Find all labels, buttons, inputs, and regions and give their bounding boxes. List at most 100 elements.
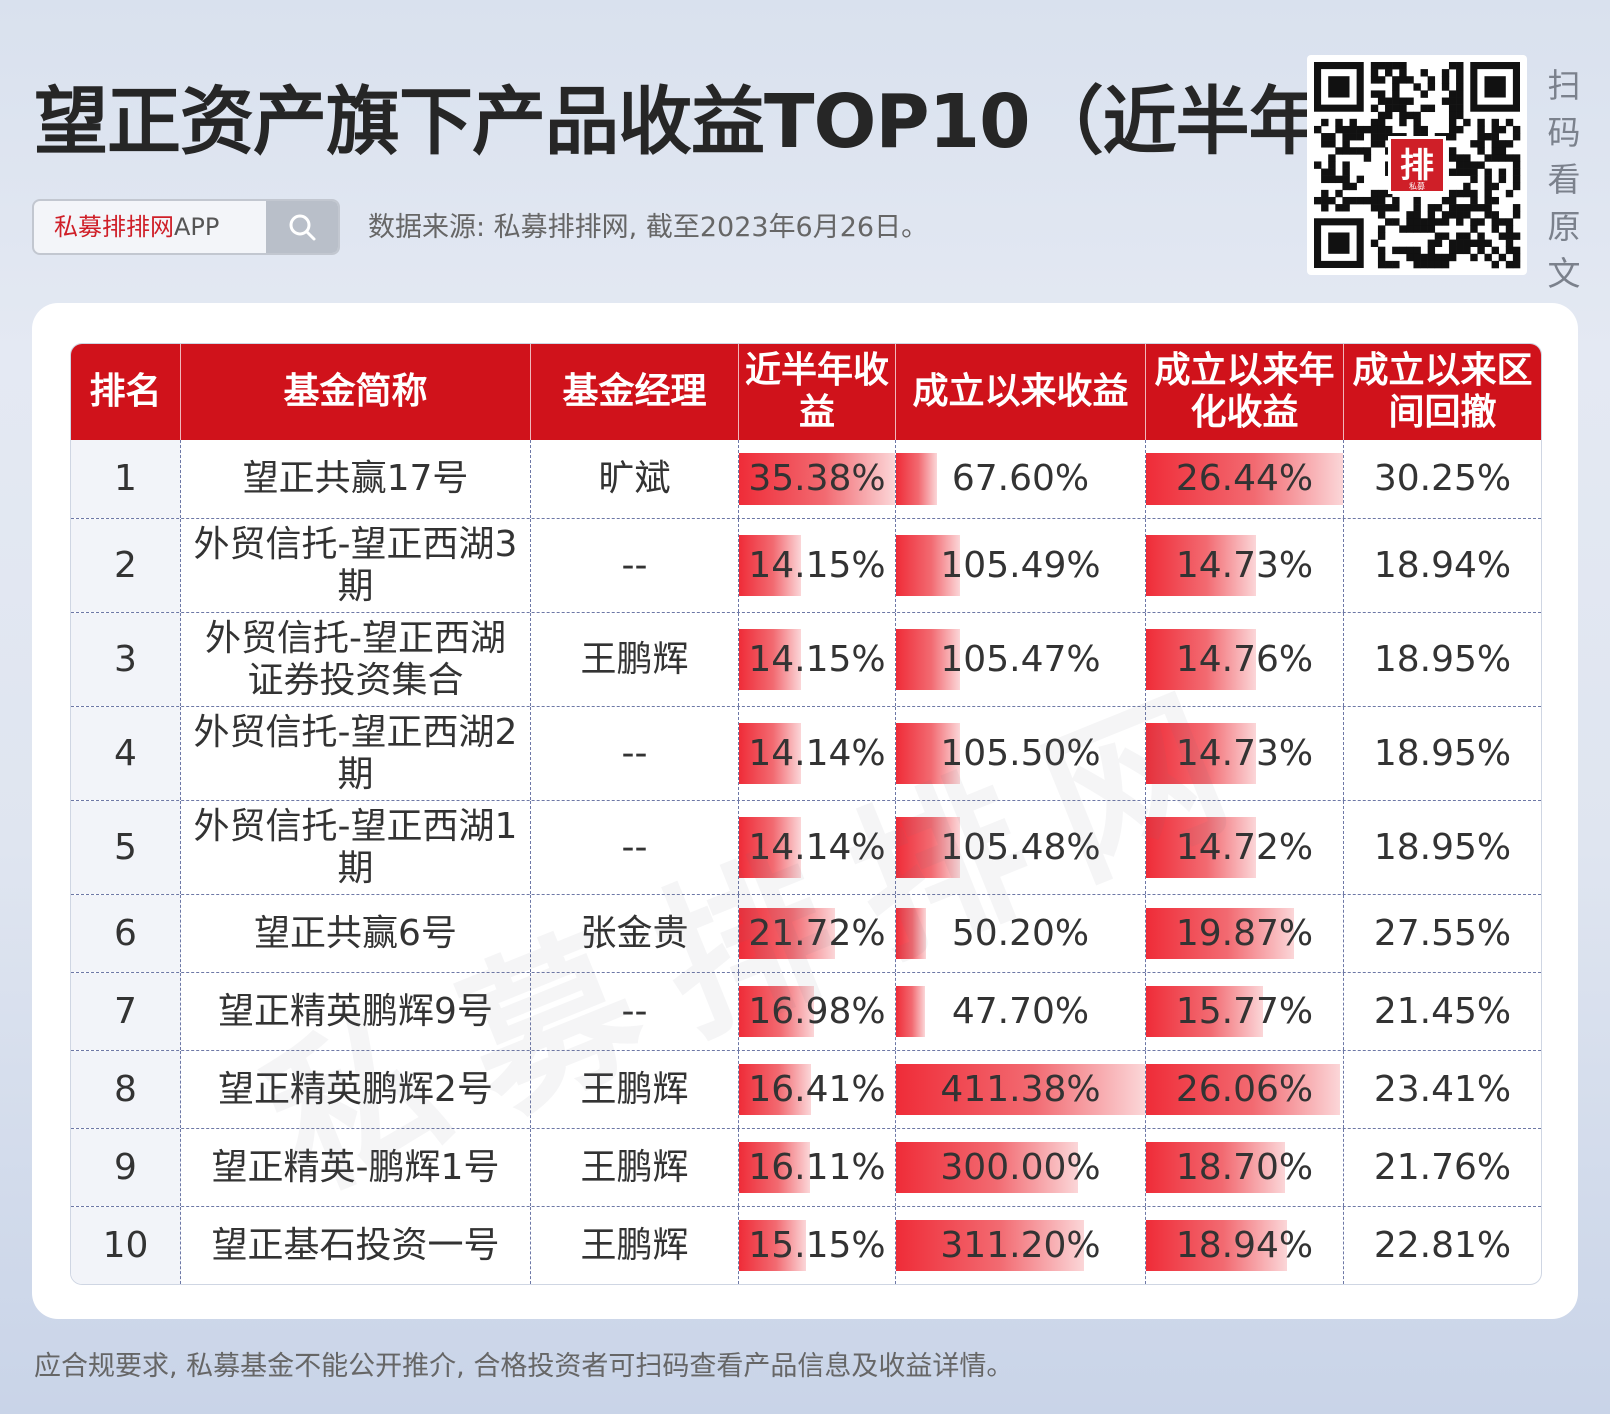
qr-module	[1498, 125, 1507, 134]
qr-module	[1512, 232, 1521, 240]
qr-module	[1377, 253, 1386, 262]
qr-module	[1377, 133, 1386, 141]
half-year-cell-text: 35.38%	[748, 458, 886, 499]
value-bar	[1146, 1220, 1288, 1271]
qr-module	[1491, 125, 1499, 134]
qr-module	[1314, 161, 1322, 169]
fund-name-cell-text: 望正基石投资一号	[211, 1224, 500, 1266]
qr-module	[1377, 62, 1386, 70]
drawdown-cell: 27.55%	[1344, 895, 1541, 972]
table-row: 2 外贸信托-望正西湖3期 -- 14.15% 105.49% 14.73% 18.94%	[71, 518, 1541, 612]
qr-module	[1448, 90, 1457, 98]
qr-module	[1512, 154, 1521, 162]
qr-module	[1399, 118, 1407, 127]
value-bar	[739, 534, 802, 597]
qr-module	[1456, 189, 1464, 198]
qr-module	[1385, 111, 1393, 120]
qr-module	[1370, 90, 1379, 98]
qr-module	[1448, 211, 1457, 219]
rank-cell-text: 8	[114, 1068, 137, 1110]
qr-module	[1505, 246, 1514, 255]
qr-module	[1399, 104, 1407, 113]
qr-module	[1370, 189, 1379, 198]
fund-name-cell: 外贸信托-望正西湖2期	[181, 707, 531, 800]
drawdown-cell-text: 22.81%	[1373, 1224, 1512, 1266]
qr-module	[1456, 62, 1464, 70]
half-year-cell: 16.98%	[739, 973, 896, 1050]
qr-module	[1456, 104, 1464, 113]
qr-module	[1392, 76, 1400, 84]
manager-cell-text: 王鹏辉	[580, 638, 689, 680]
rank-cell-text: 6	[114, 912, 137, 954]
qr-module	[1448, 246, 1457, 255]
qr-module	[1456, 246, 1464, 255]
rank-cell-text: 1	[114, 458, 137, 499]
drawdown-cell-text: 18.95%	[1373, 826, 1512, 868]
qr-module	[1370, 104, 1379, 113]
value-bar	[739, 986, 814, 1037]
half-year-cell: 35.38%	[739, 440, 896, 518]
since-inception-cell: 411.38%	[896, 1051, 1146, 1128]
annualized-cell-text: 14.76%	[1175, 638, 1314, 680]
manager-cell-text: 王鹏辉	[580, 1224, 689, 1266]
qr-module	[1392, 97, 1400, 105]
qr-module	[1370, 196, 1379, 205]
qr-module	[1505, 189, 1514, 198]
qr-caption-char: 文	[1547, 254, 1581, 293]
qr-module	[1399, 97, 1407, 105]
qr-module	[1342, 182, 1350, 191]
qr-module	[1413, 83, 1421, 91]
since-inception-cell: 105.48%	[896, 801, 1146, 894]
value-bar	[739, 816, 802, 879]
qr-module	[1434, 232, 1443, 240]
qr-module	[1321, 140, 1329, 148]
qr-module	[1406, 111, 1414, 120]
qr-module	[1377, 225, 1386, 233]
compliance-note: 应合规要求, 私募基金不能公开推介, 合格投资者可扫码查看产品信息及收益详情。	[34, 1351, 1014, 1382]
qr-finder-inner	[1484, 76, 1506, 98]
manager-cell: 张金贵	[531, 895, 739, 972]
qr-module	[1363, 196, 1372, 205]
qr-module	[1377, 211, 1386, 219]
drawdown-cell-text: 23.41%	[1373, 1068, 1512, 1110]
value-bar	[739, 908, 835, 959]
value-bar	[896, 722, 960, 785]
qr-code[interactable]: 排私募	[1307, 55, 1527, 275]
fund-name-cell-text: 望正共赢6号	[254, 912, 457, 954]
manager-cell: --	[531, 519, 739, 612]
qr-module	[1392, 246, 1400, 255]
qr-module	[1498, 175, 1507, 184]
fund-name-cell-text: 外贸信托-望正西湖1期	[193, 805, 518, 889]
qr-module	[1463, 189, 1471, 198]
drawdown-cell-text: 18.95%	[1373, 638, 1512, 680]
qr-module	[1314, 196, 1322, 205]
qr-module	[1491, 147, 1499, 155]
drawdown-cell-text: 21.76%	[1373, 1146, 1512, 1188]
fund-name-cell: 望正精英鹏辉9号	[181, 973, 531, 1050]
qr-module	[1448, 168, 1457, 176]
qr-module	[1377, 118, 1386, 127]
qr-module	[1477, 125, 1485, 134]
table-row: 7 望正精英鹏辉9号 -- 16.98% 47.70% 15.77% 21.45%	[71, 972, 1541, 1050]
manager-cell: 王鹏辉	[531, 1207, 739, 1284]
qr-module	[1463, 211, 1471, 219]
qr-module	[1484, 253, 1492, 262]
value-bar	[739, 1064, 812, 1115]
search-box[interactable]: 私募排排网APP	[32, 199, 340, 255]
drawdown-cell-text: 21.45%	[1373, 990, 1512, 1032]
qr-module	[1477, 246, 1485, 255]
annualized-cell: 14.72%	[1146, 801, 1344, 894]
qr-module	[1406, 218, 1414, 226]
qr-module	[1406, 211, 1414, 219]
qr-module	[1456, 161, 1464, 169]
manager-cell-text: 王鹏辉	[580, 1068, 689, 1110]
rank-cell: 4	[71, 707, 181, 800]
qr-module	[1413, 260, 1421, 269]
qr-module	[1456, 90, 1464, 98]
qr-module	[1321, 189, 1329, 198]
search-button[interactable]	[266, 201, 338, 253]
manager-cell-text: --	[621, 544, 648, 586]
rank-cell-text: 5	[114, 826, 137, 868]
qr-module	[1406, 225, 1414, 233]
qr-module	[1349, 182, 1357, 191]
